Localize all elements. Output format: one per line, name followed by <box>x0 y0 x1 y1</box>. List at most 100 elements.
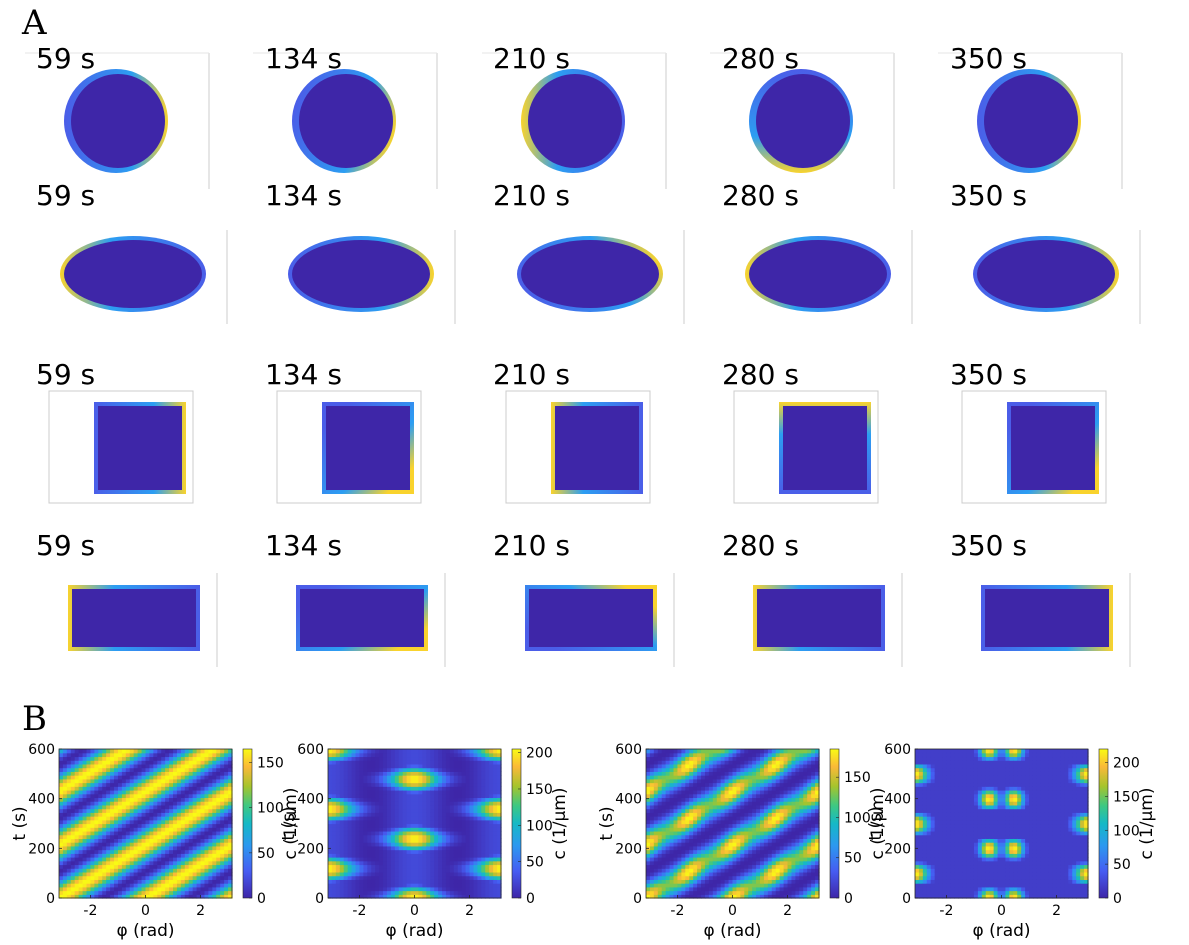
heatmap-cell <box>137 778 143 784</box>
heatmap-cell <box>383 864 388 869</box>
heatmap-cell <box>343 804 349 810</box>
heatmap-cell <box>665 793 671 799</box>
heatmap-cell <box>200 786 206 791</box>
heatmap-cell <box>442 786 447 791</box>
heatmap-cell <box>161 827 166 832</box>
heatmap-cell <box>465 868 471 873</box>
heatmap-cell <box>102 775 107 780</box>
heatmap-cell <box>216 789 221 795</box>
heatmap-cell <box>90 823 95 828</box>
heatmap-cell <box>457 756 463 761</box>
heatmap-cell <box>728 886 734 892</box>
heatmap-cell <box>732 830 738 836</box>
heatmap-cell <box>153 752 158 758</box>
heatmap-cell <box>697 752 702 758</box>
heatmap-cell <box>220 853 225 858</box>
heatmap-cell <box>228 857 233 862</box>
heatmap-cell <box>141 894 147 899</box>
heatmap-cell <box>657 875 663 880</box>
heatmap-cell <box>740 760 745 765</box>
heatmap-cell <box>224 842 229 847</box>
heatmap-cell <box>724 875 730 880</box>
heatmap-cell <box>481 886 486 892</box>
heatmap-cell <box>736 775 741 780</box>
heatmap-cell <box>649 886 655 892</box>
heatmap-cell <box>339 793 345 799</box>
heatmap-cell <box>430 804 435 810</box>
heatmap-cell <box>760 857 765 862</box>
heatmap-cell <box>398 871 404 877</box>
heatmap-cell <box>212 767 217 772</box>
heatmap-cell <box>137 857 143 862</box>
heatmap-cell <box>701 838 706 843</box>
heatmap-cell <box>86 816 92 821</box>
heatmap-cell <box>445 886 451 892</box>
x-axis-label: φ (rad) <box>385 921 443 941</box>
heatmap-cell <box>137 763 143 769</box>
panel-b-label: B <box>22 699 47 739</box>
heatmap-cell <box>398 830 404 836</box>
heatmap-cell <box>685 763 690 769</box>
heatmap-cell <box>649 894 655 899</box>
heatmap-cell <box>184 816 190 821</box>
heatmap-cell <box>497 849 502 854</box>
heatmap-cell <box>371 819 376 825</box>
heatmap-cell <box>453 883 459 888</box>
heatmap-cell <box>180 894 186 899</box>
heatmap-cell <box>724 883 730 888</box>
heatmap-cell <box>110 827 115 832</box>
heatmap-cell <box>379 853 384 858</box>
heatmap-cell <box>704 830 710 836</box>
heatmap-cell <box>756 827 761 832</box>
heatmap-cell <box>693 842 698 847</box>
heatmap-cell <box>406 823 412 828</box>
heatmap-cell <box>685 834 690 839</box>
heatmap-cell <box>497 857 502 862</box>
heatmap-cell <box>677 797 682 802</box>
heatmap-cell <box>430 879 435 884</box>
heatmap-cell <box>728 845 734 851</box>
heatmap-cell <box>438 782 443 787</box>
heatmap-cell <box>681 827 686 832</box>
heatmap-cell <box>477 853 482 858</box>
heatmap-cell <box>114 782 119 787</box>
heatmap-cell <box>157 808 162 813</box>
heatmap-cell <box>110 830 115 836</box>
heatmap-cell <box>145 886 151 892</box>
heatmap-cell <box>66 879 72 884</box>
heatmap-cell <box>228 804 233 810</box>
heatmap-cell <box>375 749 380 754</box>
heatmap-cell <box>331 812 337 817</box>
heatmap-cell <box>736 890 741 895</box>
heatmap-cell <box>379 797 384 802</box>
heatmap-cell <box>94 752 99 758</box>
heatmap-cell <box>343 886 349 892</box>
heatmap-cell <box>114 816 119 821</box>
shape-cell-ellipse-3: 210 s <box>493 179 685 324</box>
heatmap-cell <box>347 782 353 787</box>
heatmap-cell <box>165 760 170 765</box>
heatmap-cell <box>653 819 659 825</box>
heatmap-cell <box>74 771 80 776</box>
heatmap-cell <box>485 752 490 758</box>
heatmap-cell <box>343 767 349 772</box>
heatmap-cell <box>732 778 738 784</box>
heatmap-cell <box>669 756 675 761</box>
heatmap-cell <box>445 801 451 806</box>
heatmap-cell <box>331 834 337 839</box>
heatmap-cell <box>449 868 455 873</box>
heatmap-cell <box>173 871 178 877</box>
heatmap-cell <box>756 834 761 839</box>
heatmap-cell <box>398 793 404 799</box>
heatmap-cell <box>763 857 769 862</box>
heatmap-cell <box>125 789 131 795</box>
heatmap-cell <box>720 771 726 776</box>
heatmap-cell <box>442 782 447 787</box>
heatmap-cell <box>386 793 392 799</box>
heatmap-cell <box>398 868 404 873</box>
heatmap-cell <box>426 823 431 828</box>
heatmap-cell <box>74 842 80 847</box>
heatmap-cell <box>430 801 435 806</box>
heatmap-cell <box>98 793 103 799</box>
heatmap-cell <box>704 763 710 769</box>
